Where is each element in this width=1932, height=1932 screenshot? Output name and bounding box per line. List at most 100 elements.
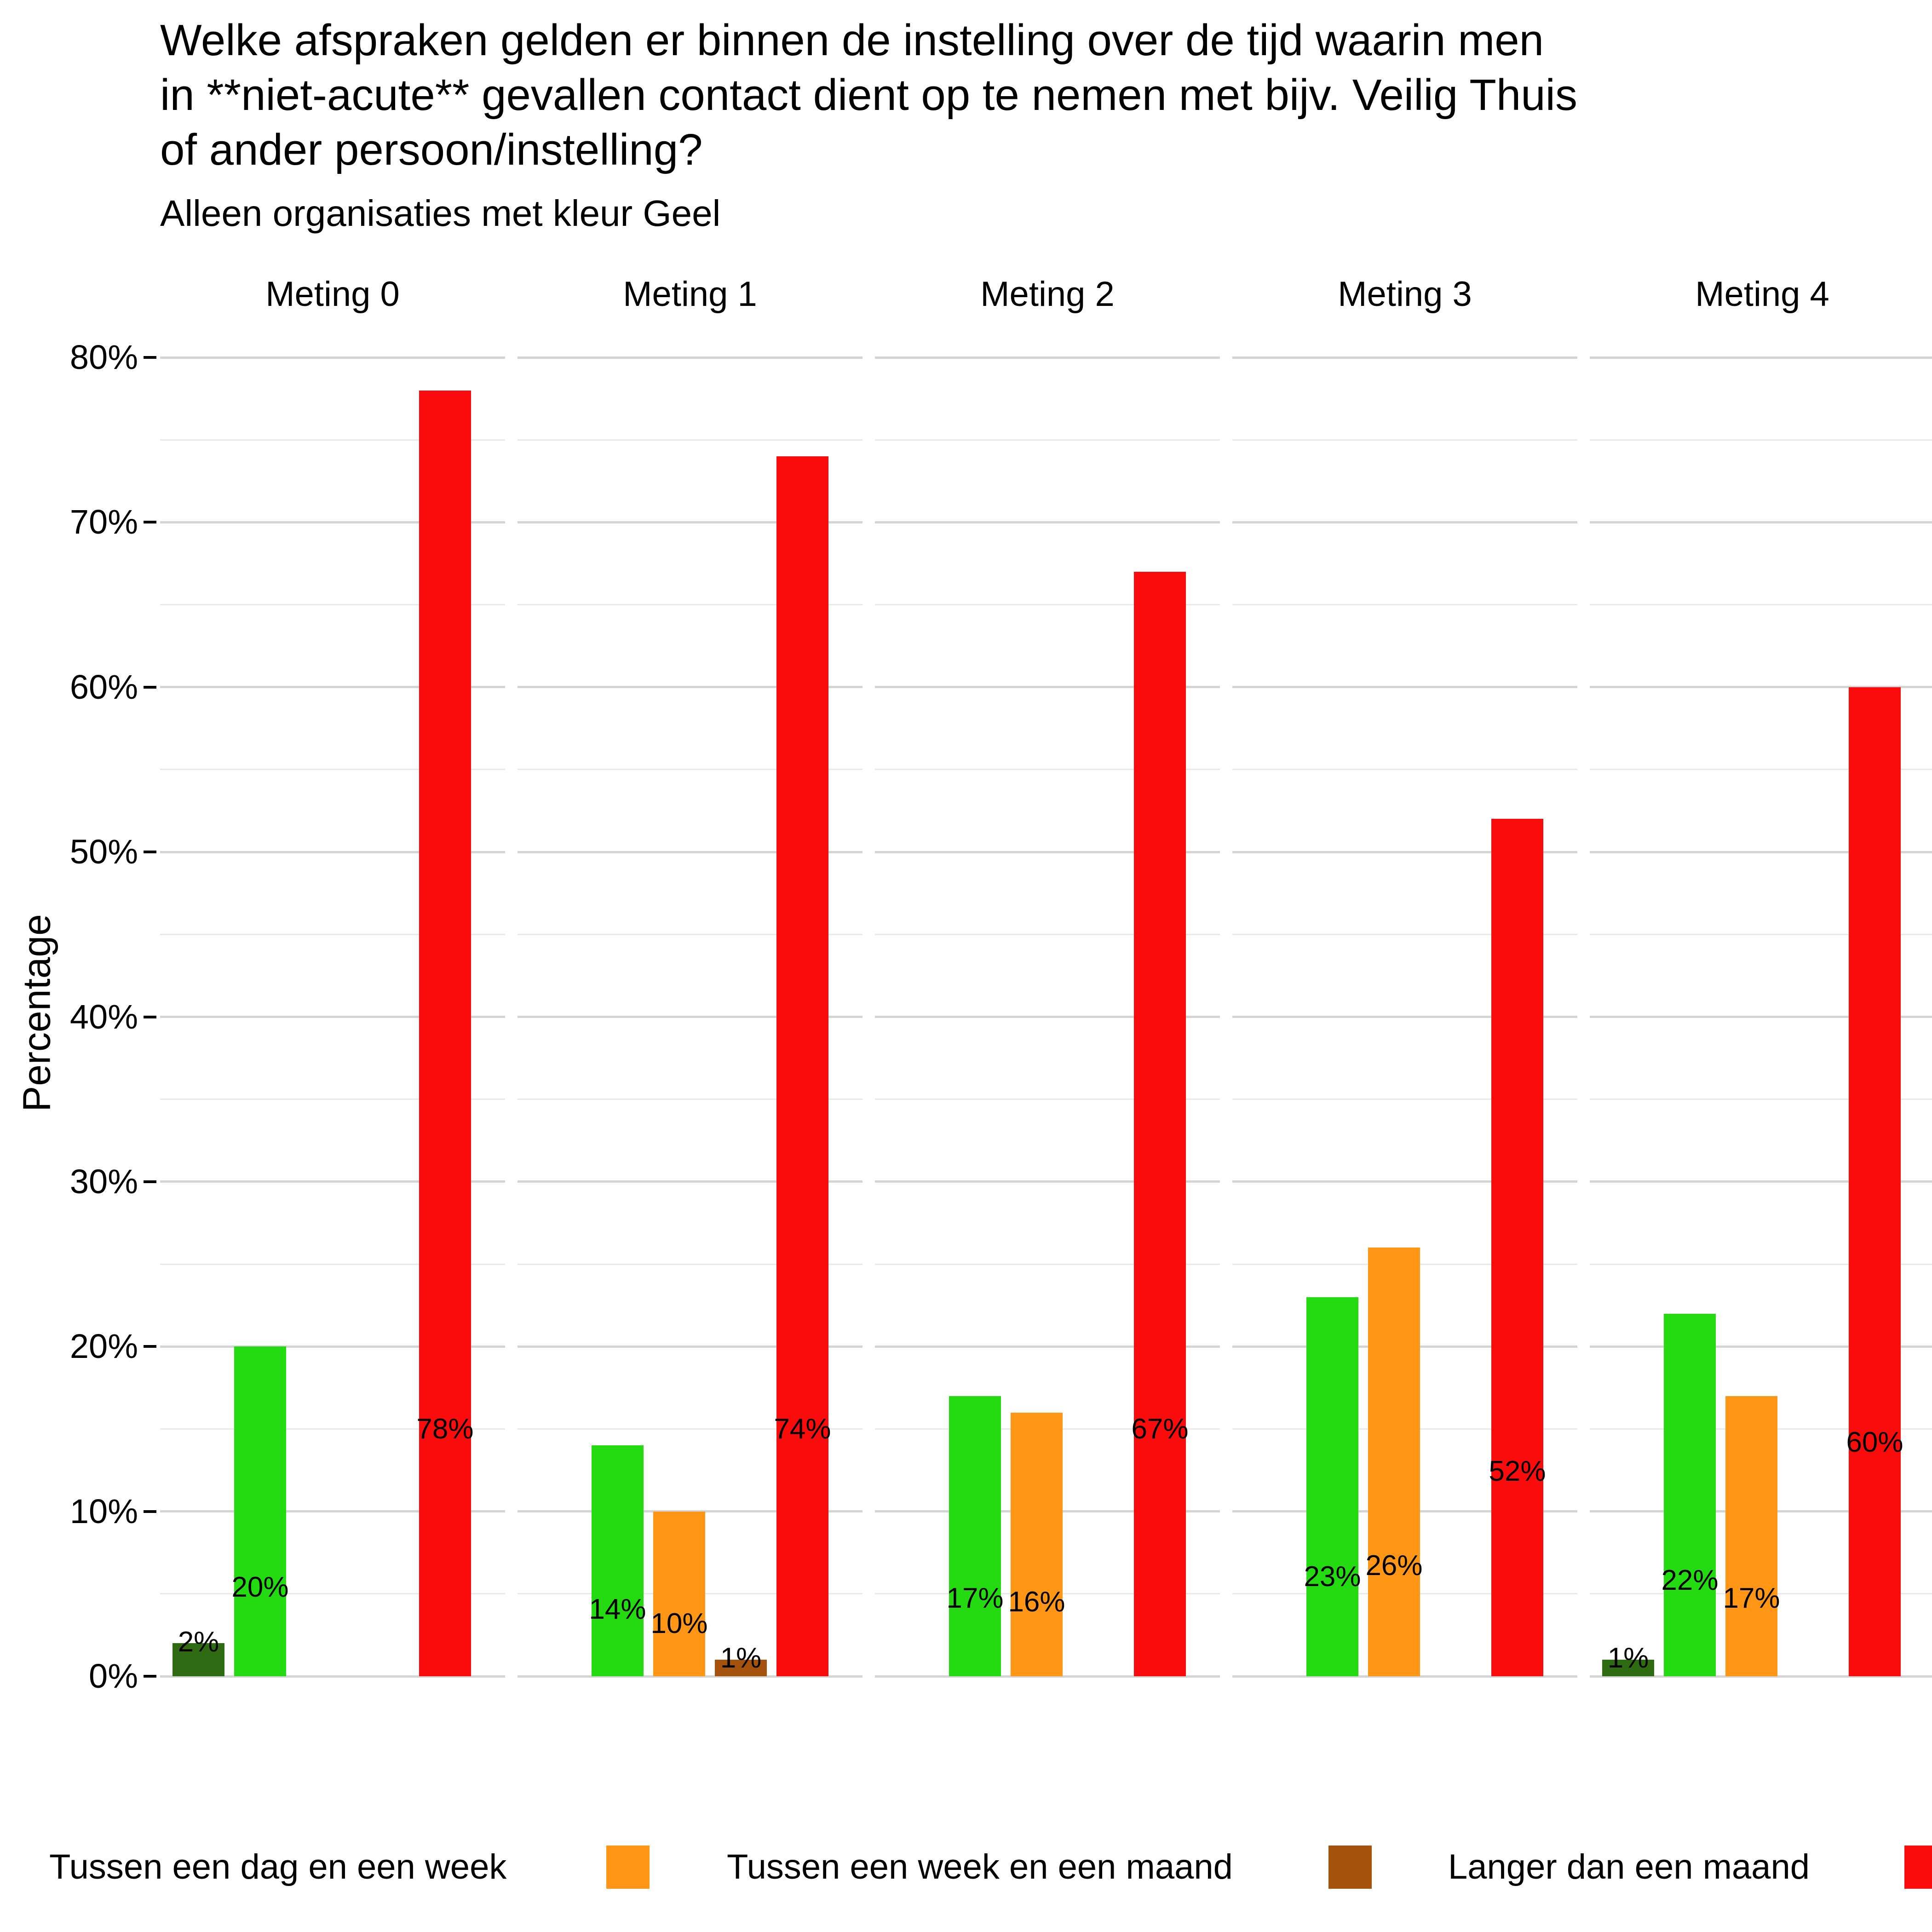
y-tick-mark (144, 1345, 156, 1348)
gridline-major (1590, 686, 1932, 689)
gridline-minor (875, 769, 1220, 770)
bar-darkgreen (1602, 1660, 1654, 1676)
legend-swatch (1328, 1846, 1372, 1889)
gridline-minor (160, 769, 505, 770)
facet-panel: 23% 26% 52% (1232, 349, 1577, 1678)
gridline-major (160, 1675, 505, 1678)
gridline-minor (1590, 604, 1932, 606)
facet-panel: 14% 10% 1% 74% (518, 349, 862, 1678)
y-tick-label: 40% (69, 997, 138, 1036)
gridline-minor (875, 933, 1220, 935)
gridline-minor (1232, 933, 1577, 935)
bar-value-label: 20% (231, 1571, 289, 1604)
gridline-major (518, 1675, 862, 1678)
gridline-minor (875, 604, 1220, 606)
facet-label: Meting 3 (1338, 275, 1472, 314)
gridline-minor (518, 769, 862, 770)
gridline-minor (1590, 933, 1932, 935)
gridline-minor (518, 933, 862, 935)
gridline-major (1232, 1016, 1577, 1018)
bar-value-label: 14% (589, 1593, 646, 1625)
bar-orange (1011, 1412, 1063, 1676)
gridline-minor (875, 439, 1220, 441)
y-tick-label: 60% (69, 667, 138, 706)
y-tick-mark (144, 521, 156, 524)
bar-value-label: 16% (1008, 1586, 1065, 1618)
gridline-major (518, 1180, 862, 1183)
gridline-minor (875, 1098, 1220, 1100)
bar-value-label: 23% (1304, 1560, 1361, 1593)
chart-title: Welke afspraken gelden er binnen de inst… (160, 16, 1577, 174)
gridline-major (1232, 356, 1577, 359)
chart-subtitle: Alleen organisaties met kleur Geel (160, 193, 721, 234)
bar-green (234, 1346, 286, 1676)
gridline-major (160, 1180, 505, 1183)
bar-green (1306, 1297, 1358, 1676)
gridline-minor (160, 604, 505, 606)
gridline-major (875, 1345, 1220, 1348)
y-tick-mark (144, 1510, 156, 1513)
legend-swatch (1904, 1846, 1932, 1889)
gridline-major (1590, 1180, 1932, 1183)
gridline-major (875, 851, 1220, 853)
bar-orange (653, 1511, 705, 1676)
gridline-major (875, 356, 1220, 359)
y-tick-mark (144, 1180, 156, 1183)
gridline-minor (160, 1263, 505, 1265)
facet-panel: 2% 20% 78% (160, 349, 505, 1678)
bar-value-label: 78% (416, 1413, 474, 1445)
gridline-major (1590, 521, 1932, 523)
gridline-major (160, 851, 505, 853)
facet-label: Meting 2 (980, 275, 1115, 314)
gridline-major (1232, 521, 1577, 523)
y-tick-mark (144, 356, 156, 359)
bar-green (949, 1396, 1001, 1676)
y-tick-label: 80% (69, 338, 138, 376)
gridline-major (1590, 851, 1932, 853)
bar-value-label: 1% (720, 1642, 762, 1674)
gridline-major (160, 521, 505, 523)
facet-label: Meting 4 (1695, 275, 1829, 314)
gridline-major (160, 686, 505, 689)
gridline-major (518, 1016, 862, 1018)
gridline-major (160, 356, 505, 359)
facet-label: Meting 0 (265, 275, 400, 314)
bar-green (592, 1445, 644, 1676)
bar-green (1664, 1313, 1716, 1676)
gridline-minor (1590, 769, 1932, 770)
gridline-major (1590, 1345, 1932, 1348)
gridline-minor (1232, 439, 1577, 441)
facet-label: Meting 1 (623, 275, 757, 314)
gridline-minor (518, 604, 862, 606)
bar-value-label: 10% (650, 1608, 708, 1640)
bar-value-label: 2% (178, 1626, 219, 1658)
legend-swatch (606, 1846, 650, 1889)
bar-red (1849, 687, 1901, 1676)
gridline-major (518, 851, 862, 853)
gridline-major (518, 356, 862, 359)
legend-label: Langer dan een maand (1448, 1847, 1810, 1886)
bar-red (1134, 571, 1186, 1676)
y-tick-mark (144, 685, 156, 689)
gridline-minor (1590, 1263, 1932, 1265)
gridline-major (875, 1016, 1220, 1018)
gridline-major (1590, 1675, 1932, 1678)
gridline-major (1590, 356, 1932, 359)
facet-panel: 1% 22% 17% 60% (1590, 349, 1932, 1678)
gridline-minor (1590, 1098, 1932, 1100)
bar-orange (1368, 1248, 1420, 1676)
gridline-minor (875, 1263, 1220, 1265)
legend-label: Tussen een dag en een week (49, 1847, 507, 1886)
gridline-major (1232, 851, 1577, 853)
gridline-major (518, 521, 862, 523)
gridline-major (1590, 1016, 1932, 1018)
gridline-minor (160, 1098, 505, 1100)
gridline-minor (160, 1593, 505, 1595)
gridline-minor (1232, 1098, 1577, 1100)
y-tick-mark (144, 851, 156, 854)
gridline-major (1232, 1180, 1577, 1183)
